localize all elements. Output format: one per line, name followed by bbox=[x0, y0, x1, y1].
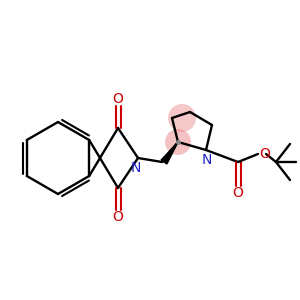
Text: N: N bbox=[202, 153, 212, 167]
Circle shape bbox=[168, 104, 196, 132]
Text: O: O bbox=[232, 186, 243, 200]
Text: O: O bbox=[112, 210, 123, 224]
Text: O: O bbox=[260, 147, 270, 161]
Text: N: N bbox=[131, 161, 141, 175]
Text: O: O bbox=[112, 92, 123, 106]
Circle shape bbox=[165, 129, 191, 155]
Polygon shape bbox=[161, 142, 178, 164]
